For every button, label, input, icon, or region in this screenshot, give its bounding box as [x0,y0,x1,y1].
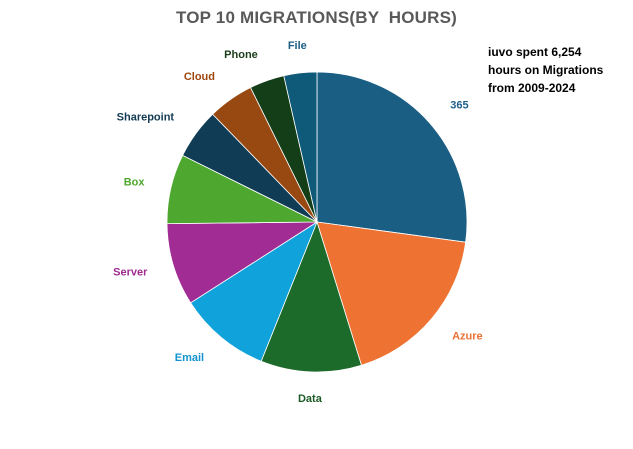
pie-slices [166,71,468,373]
annotation-line-3: from 2009-2024 [488,81,576,95]
chart-title: TOP 10 MIGRATIONS(BY HOURS) [175,8,458,27]
pie-slice-email [190,220,318,362]
slice-label-file: File [288,40,307,52]
pie-labels: 365 Azure Data Email Server Box Sharepoint Clou… [113,40,483,405]
slice-label-azure: Azure [452,330,483,342]
pie-slice-365 [316,71,468,243]
slice-label-phone: Phone [224,49,258,61]
slice-label-cloud: Cloud [184,71,215,83]
slice-label-email: Email [175,352,204,364]
pie-slice-server [166,221,319,304]
slice-label-365: 365 [450,100,468,112]
pie-slice-file [283,71,318,223]
chart-annotation: iuvo spent 6,254 hours on Migrations fro… [488,43,628,97]
annotation-line-2: hours on Migrations [488,63,604,77]
pie-slice-azure [316,221,467,366]
slice-label-sharepoint: Sharepoint [117,112,175,124]
slice-label-box: Box [124,176,146,188]
pie-slice-data [260,220,362,373]
slice-label-server: Server [113,267,148,279]
annotation-line-1: iuvo spent 6,254 [488,45,582,59]
slice-label-data: Data [298,393,323,405]
